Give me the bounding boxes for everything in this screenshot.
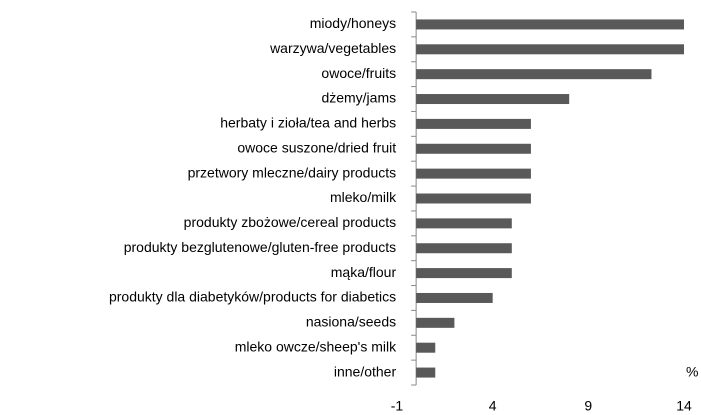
x-tick-label: 14 [676, 398, 692, 414]
y-tick-label: mleko owcze/sheep's milk [235, 338, 397, 354]
y-tick-label: owoce suszone/dried fruit [237, 139, 396, 155]
bar [416, 367, 436, 378]
bar [416, 94, 570, 105]
bar [416, 292, 493, 303]
y-tick-label: nasiona/seeds [306, 314, 396, 330]
y-tick-label: produkty zbożowe/cereal products [184, 214, 396, 230]
y-tick-label: produkty dla diabetyków/products for dia… [109, 289, 396, 305]
x-unit: % [686, 364, 698, 380]
bar [416, 44, 684, 55]
y-tick-label: mleko/milk [330, 189, 397, 205]
bar [416, 19, 684, 30]
bar [416, 218, 512, 229]
y-tick-label: mąka/flour [331, 264, 397, 280]
bar [416, 317, 455, 328]
bar [416, 143, 531, 154]
y-tick-label: warzywa/vegetables [269, 40, 396, 56]
y-tick-label: dżemy/jams [321, 90, 396, 106]
y-tick-label: herbaty i zioła/tea and herbs [220, 115, 396, 131]
y-tick-label: inne/other [334, 363, 397, 379]
bar [416, 243, 512, 254]
bar [416, 69, 652, 80]
y-tick-label: miody/honeys [310, 15, 396, 31]
x-tick-label: -1 [391, 398, 404, 414]
x-tick-label: 4 [489, 398, 497, 414]
y-tick-label: owoce/fruits [321, 65, 396, 81]
y-tick-label: produkty bezglutenowe/gluten-free produc… [124, 239, 396, 255]
bar [416, 118, 531, 129]
x-tick-label: 9 [584, 398, 592, 414]
bar [416, 268, 512, 279]
bar [416, 168, 531, 179]
bar [416, 193, 531, 204]
bar [416, 342, 436, 353]
y-tick-label: przetwory mleczne/dairy products [188, 164, 397, 180]
